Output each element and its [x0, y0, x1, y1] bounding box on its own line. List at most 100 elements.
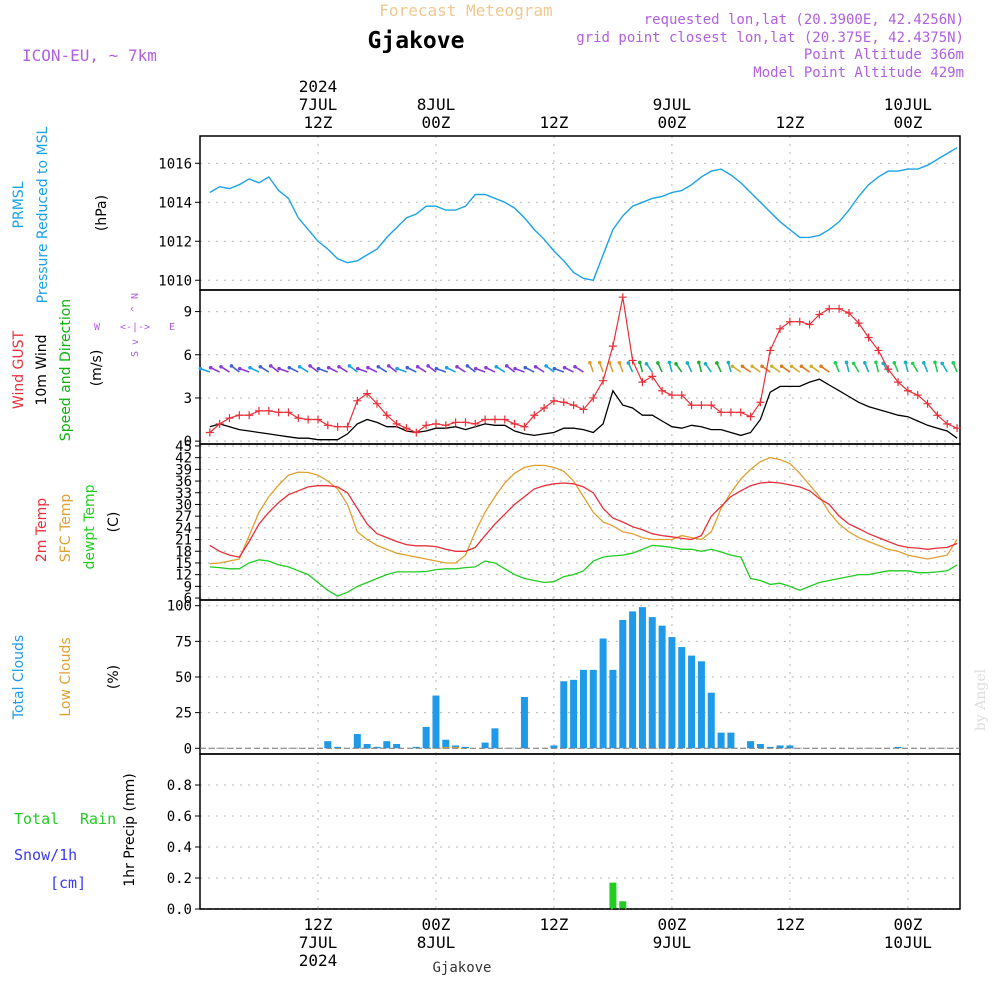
compass-legend: N ^ W <-|-> E v S — [94, 293, 175, 357]
gust-marker — [913, 391, 922, 400]
gust-marker — [884, 365, 893, 374]
y-tick-label: 0.0 — [167, 902, 192, 918]
wind-dir-arrowhead — [395, 366, 399, 371]
cloud-bar — [520, 696, 528, 749]
gust-label: Wind GUST — [11, 330, 27, 409]
panel-0: 1010 1012 1014 1016 — [158, 135, 961, 291]
gust-marker — [245, 411, 254, 420]
top-axis-time: 00Z — [893, 113, 922, 132]
pressure-unit: (hPa) — [94, 195, 110, 231]
bottom-axis-time: 12Z — [775, 915, 804, 934]
compass-w: W — [94, 322, 101, 333]
gust-marker — [756, 398, 765, 407]
low-cloud-bar — [452, 746, 460, 749]
y-tick-label: 3 — [184, 391, 192, 407]
snow-label: Snow/1h — [14, 846, 77, 864]
compass-n: N — [130, 293, 141, 299]
gust-marker — [382, 411, 391, 420]
panels: 1010101210141016036969121518212427303336… — [158, 135, 962, 918]
panel-frame — [199, 753, 961, 910]
wind-dir-arrowhead — [638, 360, 642, 365]
wind-dir-arrowhead — [347, 364, 352, 368]
y-tick-label: 30 — [175, 497, 192, 513]
wind-dir-arrowhead — [533, 364, 538, 369]
cloud-bar — [747, 741, 755, 749]
wind-dir-arrowhead — [326, 365, 331, 370]
top-axis-date: 9JUL — [653, 95, 692, 114]
dewpt-label: dewpt Temp — [82, 484, 98, 569]
wind-dir-arrowhead — [799, 364, 804, 369]
y-tick-label: 24 — [175, 521, 192, 537]
wind-dir-arrowhead — [644, 362, 649, 366]
dewpt-line — [209, 544, 958, 597]
top-axis-time: 12Z — [304, 113, 333, 132]
footer-location: Gjakove — [432, 960, 491, 976]
gust-marker — [313, 415, 322, 424]
model-altitude: Model Point Altitude 429m — [753, 65, 964, 81]
wind-dir-arrowhead — [208, 365, 213, 370]
gust-marker — [441, 421, 450, 430]
gust-marker — [392, 419, 401, 428]
bottom-axis-date: 7JUL — [299, 933, 338, 952]
wind-dir-arrowhead — [770, 364, 774, 369]
y-tick-label: 18 — [175, 544, 192, 560]
gust-marker — [264, 406, 273, 415]
wind-10m-line — [209, 378, 958, 441]
cloud-bar — [412, 746, 420, 749]
wind-dir-arrowhead — [434, 366, 439, 371]
gust-marker — [431, 419, 440, 428]
wind-dir-arrowhead — [573, 364, 577, 369]
cloud-bar — [648, 617, 656, 749]
clouds-unit: (%) — [106, 665, 122, 689]
cloud-bar — [658, 625, 666, 749]
wind-dir-arrowhead — [426, 364, 430, 368]
snow-unit: [cm] — [50, 874, 86, 892]
wind-dir-label: Speed and Direction — [58, 299, 74, 441]
wind-dir-arrowhead — [287, 365, 292, 370]
gust-marker — [235, 411, 244, 420]
cloud-bar — [481, 742, 489, 749]
y-tick-label: 6 — [184, 348, 192, 364]
wind-dir-arrowhead — [198, 366, 203, 371]
bottom-axis-time: 12Z — [539, 915, 568, 934]
top-axis-date: 8JUL — [417, 95, 456, 114]
gust-marker — [569, 401, 578, 410]
cloud-bar — [786, 745, 794, 749]
gust-marker — [933, 411, 942, 420]
location-title: Gjakove — [368, 28, 465, 54]
cloud-bar — [717, 732, 725, 749]
wind-dir-arrowhead — [552, 366, 557, 371]
wind-dir-arrowhead — [366, 365, 370, 370]
y-tick-label: 42 — [175, 451, 192, 467]
wind-dir-arrowhead — [455, 364, 459, 369]
cloud-bar — [638, 607, 646, 749]
y-tick-label: 75 — [175, 634, 192, 650]
wind-dir-arrowhead — [219, 364, 223, 369]
wind-dir-arrowhead — [597, 360, 602, 365]
panel-1: 0 3 6 9 — [184, 289, 962, 450]
gust-marker — [726, 408, 735, 417]
cloud-bar — [599, 638, 607, 749]
panel-4: 0.0 0.2 0.4 0.6 0.8 — [167, 753, 961, 918]
wind-dir-arrowhead — [674, 362, 678, 366]
cloud-bar — [461, 746, 469, 749]
compass-up: ^ — [130, 306, 141, 312]
gust-marker — [707, 401, 716, 410]
gust-marker — [333, 422, 342, 431]
y-tick-label: 15 — [175, 556, 192, 572]
cloud-bar — [324, 741, 332, 749]
gust-marker — [451, 418, 460, 427]
top-axis-date: 7JUL — [299, 95, 338, 114]
wind-dir-arrowhead — [465, 364, 470, 368]
wind-dir-arrowhead — [750, 364, 755, 369]
gust-marker — [284, 408, 293, 417]
gust-marker — [795, 317, 804, 326]
cloud-bar — [383, 741, 391, 749]
gust-marker — [844, 309, 853, 318]
cloud-bar — [363, 744, 371, 749]
wind-dir-arrowhead — [484, 365, 488, 370]
wind-dir-arrowhead — [951, 360, 956, 365]
gust-marker — [894, 378, 903, 387]
